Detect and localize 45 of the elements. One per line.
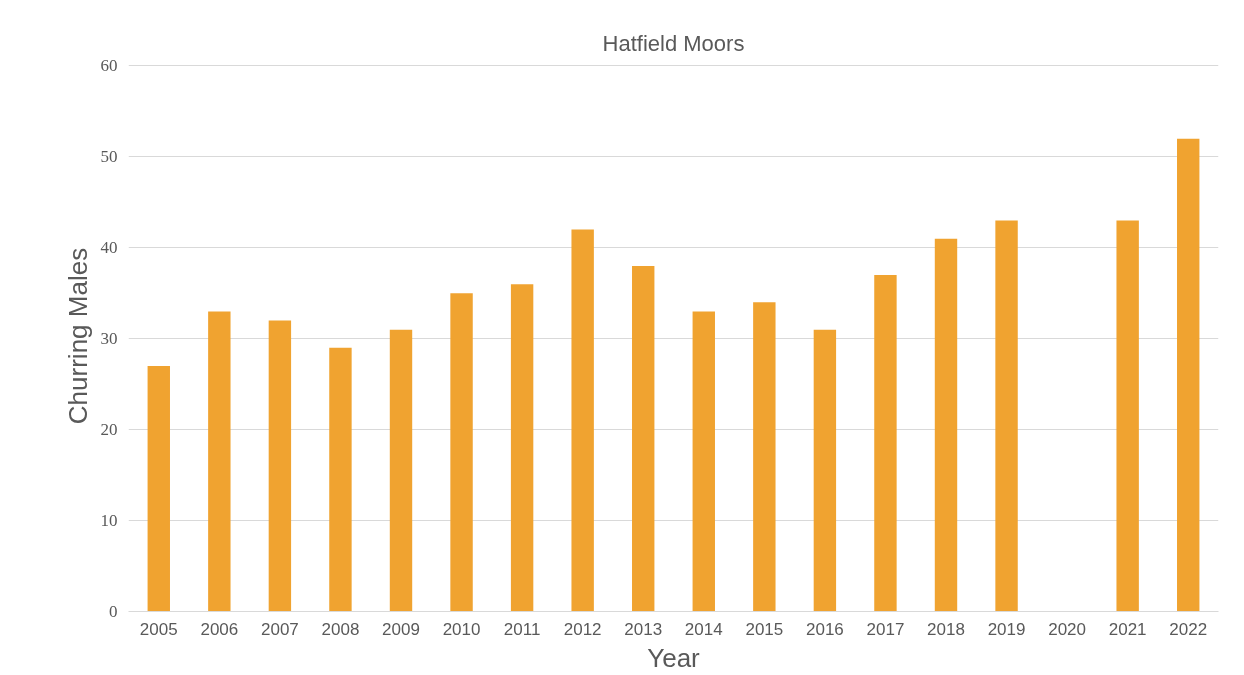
x-tick-label: 2013 <box>624 619 663 639</box>
chart-title: Hatfield Moors <box>602 30 745 56</box>
x-tick-label: 2008 <box>321 619 360 639</box>
x-tick-label: 2018 <box>927 619 965 639</box>
y-tick-label: 10 <box>100 511 118 531</box>
x-tick-label: 2010 <box>442 619 481 639</box>
bar <box>692 311 715 612</box>
y-axis-title: Churring Males <box>62 247 93 425</box>
bar <box>147 366 170 612</box>
bar <box>813 329 837 612</box>
y-tick-label: 20 <box>100 420 118 440</box>
y-tick-label: 40 <box>100 238 118 258</box>
x-tick-label: 2014 <box>684 619 723 639</box>
x-axis-title: Year <box>647 642 701 673</box>
bar <box>995 220 1018 612</box>
bar <box>329 347 352 612</box>
x-tick-label: 2019 <box>987 619 1026 639</box>
bar <box>389 329 413 612</box>
bar <box>753 302 776 612</box>
x-tick-label: 2005 <box>139 619 178 639</box>
bar <box>934 238 958 612</box>
y-tick-label: 60 <box>100 56 118 76</box>
bar <box>510 284 534 612</box>
bar <box>1177 138 1200 612</box>
x-tick-label: 2017 <box>866 619 905 639</box>
bar <box>268 320 292 612</box>
x-tick-label: 2007 <box>260 619 299 639</box>
bar <box>208 311 231 612</box>
x-tick-label: 2006 <box>200 619 239 639</box>
x-tick-label: 2016 <box>805 619 844 639</box>
x-tick-label: 2011 <box>503 619 541 639</box>
y-tick-label: 0 <box>109 602 118 621</box>
x-tick-label: 2022 <box>1169 619 1208 639</box>
x-tick-label: 2009 <box>382 619 420 639</box>
y-tick-label: 50 <box>100 147 118 167</box>
bar <box>874 275 897 612</box>
x-tick-label: 2021 <box>1108 619 1147 639</box>
bar <box>571 229 594 612</box>
x-tick-label: 2015 <box>745 619 784 639</box>
y-tick-label: 30 <box>100 329 118 349</box>
bar <box>450 293 473 612</box>
bar <box>1116 220 1139 612</box>
bar <box>632 265 655 612</box>
x-tick-label: 2012 <box>563 619 602 639</box>
x-tick-label: 2020 <box>1048 619 1087 639</box>
